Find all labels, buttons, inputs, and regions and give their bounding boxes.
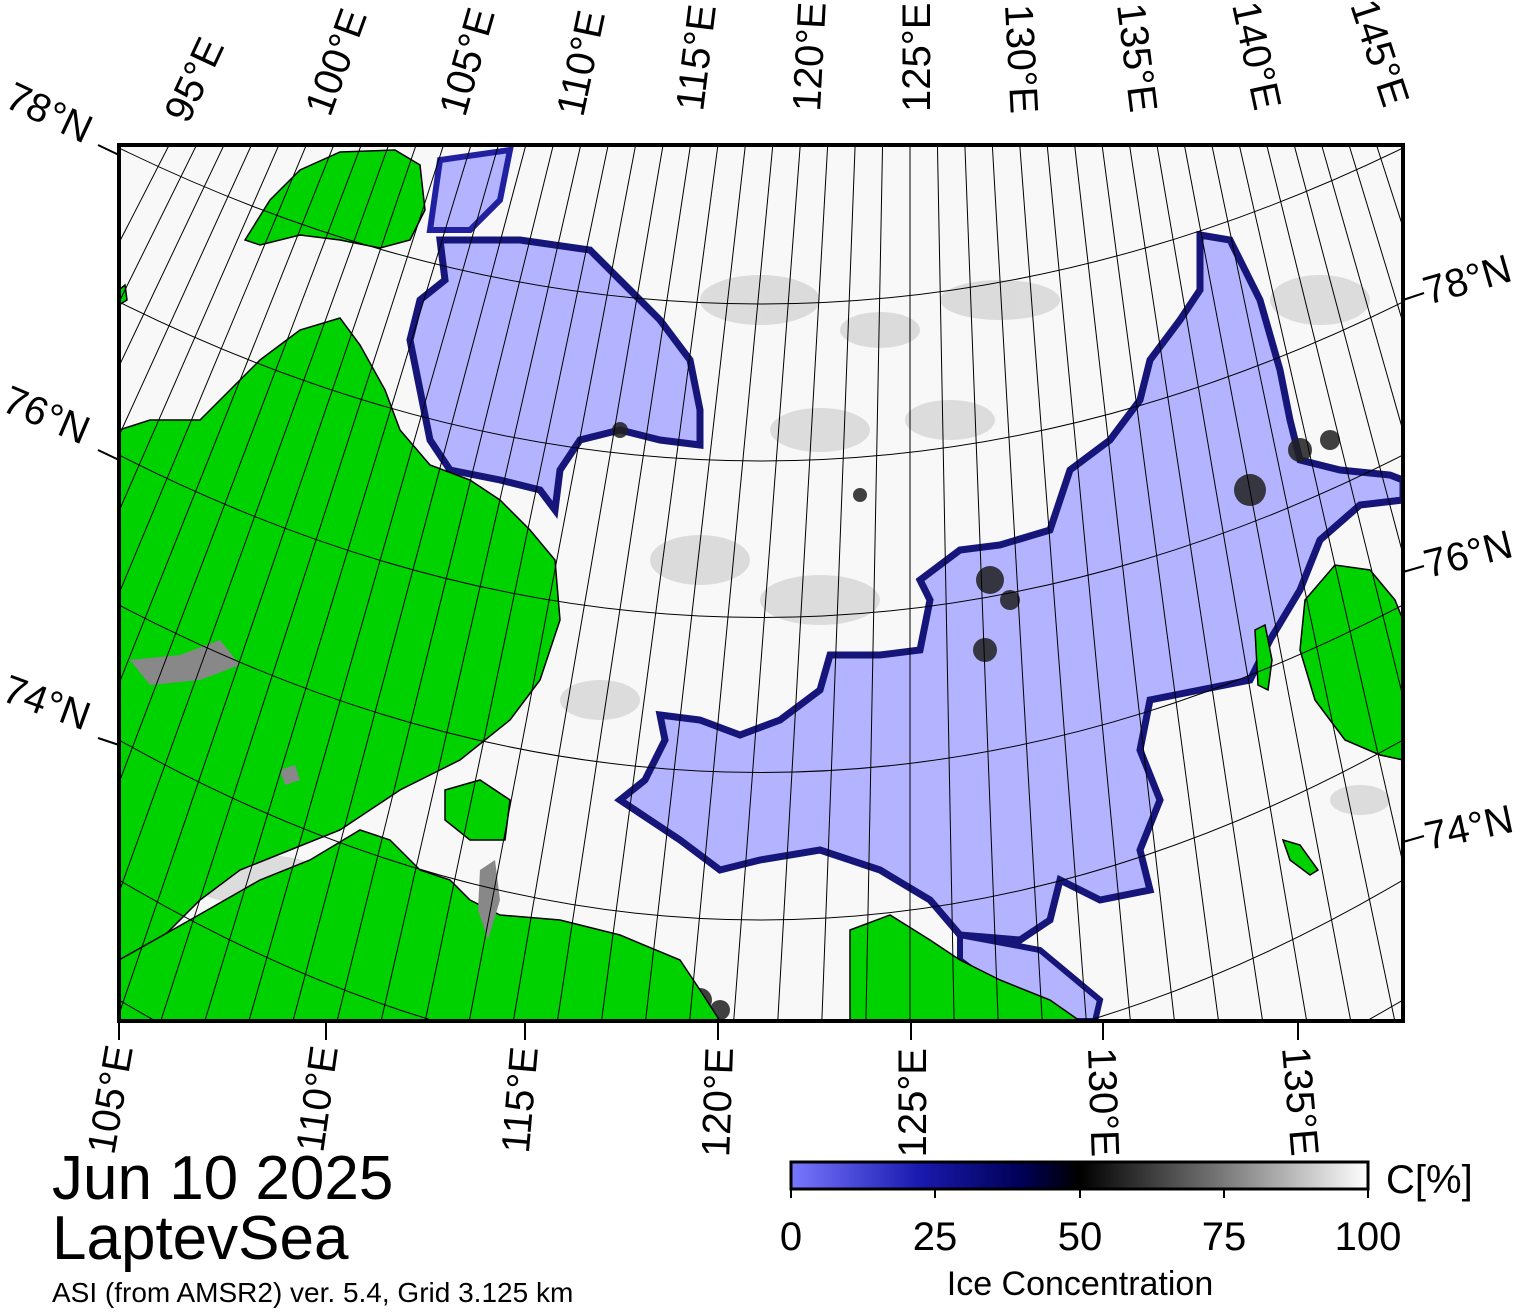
colorbar-label: Ice Concentration [946, 1265, 1214, 1303]
meridian-line [1183, 145, 1352, 1021]
colorbar-unit: C[%] [1386, 1158, 1473, 1202]
meridians [119, 145, 1403, 1021]
meridian-line [991, 145, 1043, 1021]
meridian-line [1046, 145, 1131, 1021]
right-lat-label-74n: 74°N [1421, 797, 1518, 859]
bottom-lon-label-110e: 110°E [289, 1043, 347, 1155]
top-lon-labels: 95°E 100°E 105°E 110°E 115°E 120°E 125°E… [156, 0, 1417, 129]
top-lon-label-100e: 100°E [297, 3, 376, 121]
meridian-line [1129, 145, 1264, 1021]
meridian-line [248, 145, 499, 1021]
top-lon-label-145e: 145°E [1341, 0, 1417, 112]
top-lon-label-130e: 130°E [996, 3, 1046, 115]
colorbar-tick-75: 75 [1201, 1215, 1247, 1259]
map-canvas [119, 145, 1403, 1021]
colorbar-tick-50: 50 [1057, 1215, 1103, 1259]
meridian-line [119, 145, 417, 1016]
top-lon-label-135e: 135°E [1108, 1, 1165, 115]
region-title: LaptevSea [52, 1204, 349, 1273]
bottom-lon-label-120e: 120°E [694, 1047, 742, 1158]
colorbar-ticks [790, 1189, 1369, 1198]
right-lat-label-76n: 76°N [1420, 522, 1517, 586]
parallel-78n [119, 301, 1403, 462]
meridian-line [689, 145, 774, 1021]
parallel-74n [119, 604, 1403, 773]
left-lat-labels: 78°N 76°N 74°N [0, 74, 99, 739]
frame-ticks [97, 144, 1425, 1040]
meridian-line [821, 145, 856, 1021]
landmass-stolbovoy-island [1281, 838, 1320, 876]
top-lon-label-140e: 140°E [1223, 0, 1289, 114]
meridian-line [468, 145, 637, 1021]
bottom-lon-label-130e: 130°E [1079, 1047, 1127, 1158]
colorbar-tick-0: 0 [779, 1215, 803, 1259]
landmass-kotelny-island [1299, 564, 1403, 761]
map-frame [117, 143, 1405, 1023]
meridian-line [1266, 145, 1403, 700]
meridian-line [292, 145, 527, 1021]
landmass-lena-delta [849, 914, 1082, 1021]
meridian-line [119, 145, 390, 894]
left-lat-label-74n: 74°N [0, 667, 96, 739]
landmass-severnaya-zemlya [243, 149, 426, 249]
graticule [119, 147, 1403, 1021]
top-lon-label-110e: 110°E [549, 7, 614, 120]
meridian-line [1019, 145, 1087, 1021]
meridian-line [119, 145, 335, 685]
colorbar-tick-100: 100 [1334, 1215, 1402, 1259]
landmass-island-bay [444, 779, 511, 841]
meridian-line [160, 145, 445, 1021]
top-lon-label-115e: 115°E [668, 2, 725, 113]
meridian-line [380, 145, 582, 1021]
colorbar-tick-25: 25 [912, 1215, 958, 1259]
meridian-line [512, 145, 664, 1021]
date-title: Jun 10 2025 [52, 1144, 394, 1213]
right-lat-label-78n: 78°N [1418, 247, 1516, 314]
land [119, 149, 1403, 1021]
meridian-line [600, 145, 719, 1021]
meridian-line [1238, 145, 1403, 866]
landmass-taymyr-peninsula [119, 317, 561, 982]
meridian-line [204, 145, 472, 1021]
left-lat-label-76n: 76°N [0, 378, 96, 453]
colorbar [789, 1160, 1370, 1191]
parallel-70n [119, 879, 1403, 1021]
land-ice [130, 640, 500, 940]
top-lon-label-125e: 125°E [895, 3, 939, 112]
meridian-line [1074, 145, 1175, 1021]
landmass-small-island [1254, 623, 1273, 692]
meridian-line [119, 145, 362, 785]
meridian-line [1211, 145, 1396, 1021]
parallel-72n [119, 739, 1403, 921]
meridian-line [733, 145, 801, 1021]
top-lon-label-120e: 120°E [785, 1, 835, 113]
bottom-lon-label-135e: 135°E [1273, 1045, 1326, 1158]
bottom-lon-label-105e: 105°E [80, 1042, 142, 1157]
bottom-lon-labels: 105°E 110°E 115°E 120°E 125°E 130°E 135°… [80, 1042, 1327, 1158]
bottom-lon-label-125e: 125°E [891, 1048, 935, 1157]
top-lon-label-95e: 95°E [156, 31, 233, 129]
meridian-line [424, 145, 609, 1021]
bottom-lon-label-115e: 115°E [494, 1045, 547, 1155]
meridian-line [865, 145, 884, 1021]
meridian-line [556, 145, 691, 1021]
parallel-76n [119, 454, 1403, 618]
meridian-line [645, 145, 746, 1021]
right-lat-labels: 78°N 76°N 74°N [1418, 247, 1517, 859]
meridian-line [777, 145, 829, 1021]
meridian-line [936, 145, 955, 1021]
parallel-80n [119, 147, 1403, 305]
meridian-line [964, 145, 999, 1021]
meridian-line [1101, 145, 1220, 1021]
meridian-line [1156, 145, 1308, 1021]
left-lat-label-78n: 78°N [0, 74, 99, 152]
product-info: ASI (from AMSR2) ver. 5.4, Grid 3.125 km [52, 1277, 574, 1308]
top-lon-label-105e: 105°E [431, 3, 503, 120]
meridian-line [336, 145, 554, 1021]
